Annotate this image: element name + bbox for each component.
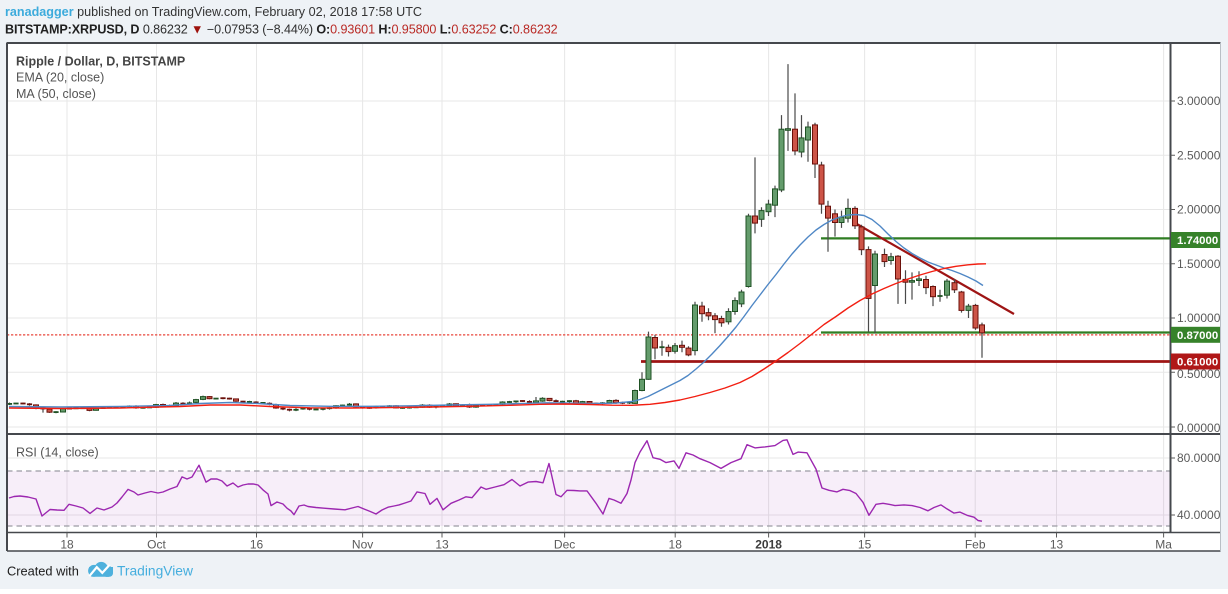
svg-text:MA (50, close): MA (50, close) <box>16 87 96 101</box>
svg-text:1.00000: 1.00000 <box>1177 311 1221 325</box>
svg-text:1.74000: 1.74000 <box>1177 235 1218 247</box>
svg-text:16: 16 <box>250 538 264 552</box>
svg-text:ranadagger published on Tradin: ranadagger published on TradingView.com,… <box>5 5 422 19</box>
svg-text:80.0000: 80.0000 <box>1177 451 1221 465</box>
svg-text:1.50000: 1.50000 <box>1177 257 1221 271</box>
svg-text:0.87000: 0.87000 <box>1177 330 1218 342</box>
svg-text:TradingView: TradingView <box>117 564 193 579</box>
svg-text:Feb: Feb <box>965 538 986 552</box>
svg-text:40.0000: 40.0000 <box>1177 508 1221 522</box>
svg-text:15: 15 <box>858 538 872 552</box>
svg-text:0.50000: 0.50000 <box>1177 367 1221 381</box>
svg-text:Ripple / Dollar, D, BITSTAMP: Ripple / Dollar, D, BITSTAMP <box>16 55 185 69</box>
svg-text:2.00000: 2.00000 <box>1177 203 1221 217</box>
svg-text:18: 18 <box>669 538 683 552</box>
svg-text:2.50000: 2.50000 <box>1177 148 1221 162</box>
svg-text:0.00000: 0.00000 <box>1177 421 1221 435</box>
svg-text:13: 13 <box>435 538 449 552</box>
svg-text:3.00000: 3.00000 <box>1177 94 1221 108</box>
svg-text:2018: 2018 <box>755 538 782 552</box>
svg-text:Oct: Oct <box>147 538 166 552</box>
svg-text:0.61000: 0.61000 <box>1177 357 1218 369</box>
svg-text:18: 18 <box>60 538 74 552</box>
svg-text:Nov: Nov <box>352 538 373 552</box>
svg-text:13: 13 <box>1050 538 1064 552</box>
svg-text:Ma: Ma <box>1155 538 1172 552</box>
svg-text:Created with: Created with <box>7 564 79 579</box>
svg-text:EMA (20, close): EMA (20, close) <box>16 71 104 85</box>
svg-text:RSI (14, close): RSI (14, close) <box>16 446 99 460</box>
svg-text:BITSTAMP:XRPUSD, D 0.86232 ▼ −: BITSTAMP:XRPUSD, D 0.86232 ▼ −0.07953 (−… <box>5 23 558 37</box>
svg-text:Dec: Dec <box>554 538 575 552</box>
